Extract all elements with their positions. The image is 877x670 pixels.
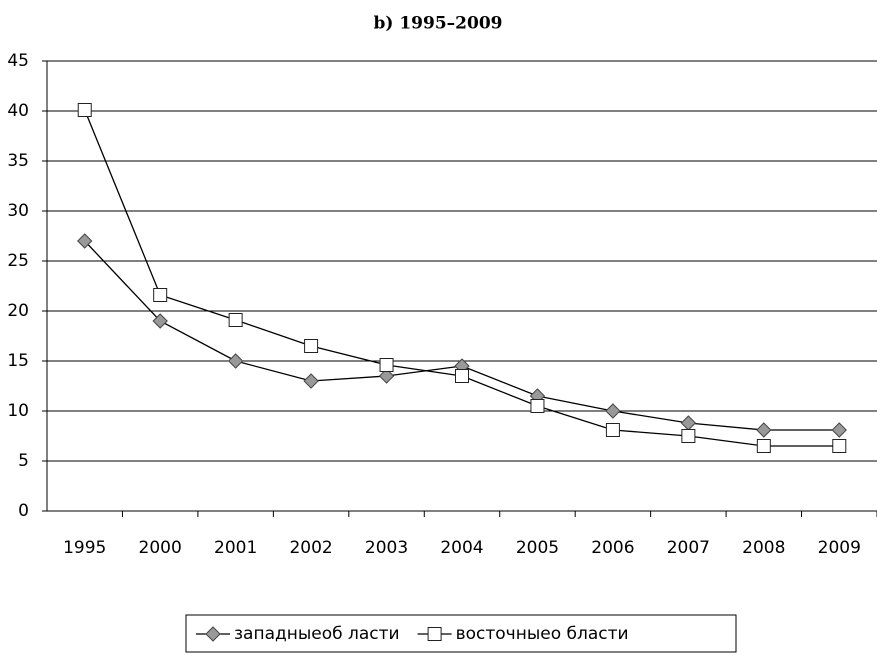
y-tick-label: 40 bbox=[7, 101, 29, 121]
chart-title: b) 1995–2009 bbox=[374, 14, 503, 34]
y-tick-label: 15 bbox=[7, 351, 29, 371]
y-tick-label: 25 bbox=[7, 251, 29, 271]
series-line bbox=[84, 240, 840, 431]
marker bbox=[756, 439, 771, 453]
legend: западныеоб ласти восточныео бласти bbox=[185, 614, 737, 653]
marker bbox=[680, 415, 697, 431]
marker bbox=[530, 399, 545, 413]
marker bbox=[455, 369, 469, 383]
x-tick-label: 2001 bbox=[214, 538, 257, 558]
marker bbox=[832, 439, 847, 453]
marker bbox=[205, 626, 221, 642]
marker bbox=[228, 313, 243, 327]
legend-box bbox=[185, 614, 737, 653]
marker bbox=[427, 627, 442, 641]
marker bbox=[605, 423, 620, 437]
x-tick-label: 1995 bbox=[63, 538, 106, 558]
x-tick-label: 2002 bbox=[289, 538, 332, 558]
marker bbox=[605, 403, 621, 419]
marker bbox=[378, 368, 395, 384]
y-tick-label: 45 bbox=[7, 51, 29, 71]
marker bbox=[304, 339, 319, 353]
marker bbox=[756, 422, 772, 438]
marker bbox=[77, 233, 93, 249]
y-tick-label: 35 bbox=[7, 151, 29, 171]
marker bbox=[831, 422, 847, 438]
x-tick-label: 2005 bbox=[516, 538, 559, 558]
y-tick-label: 10 bbox=[7, 401, 29, 421]
legend-label: восточныео бласти bbox=[456, 624, 629, 644]
x-tick-label: 2009 bbox=[818, 538, 861, 558]
x-tick-label: 2006 bbox=[591, 538, 634, 558]
x-tick-label: 2003 bbox=[365, 538, 408, 558]
marker bbox=[152, 313, 168, 329]
x-tick-label: 2008 bbox=[742, 538, 785, 558]
marker bbox=[77, 103, 92, 117]
marker bbox=[153, 288, 168, 302]
y-tick-label: 0 bbox=[18, 501, 29, 521]
marker bbox=[303, 373, 319, 389]
x-tick-label: 2004 bbox=[440, 538, 483, 558]
y-tick-label: 20 bbox=[7, 301, 29, 321]
x-tick-label: 2000 bbox=[139, 538, 182, 558]
marker bbox=[379, 358, 394, 372]
x-tick-label: 2007 bbox=[667, 538, 710, 558]
marker bbox=[227, 353, 244, 369]
legend-label: западныеоб ласти bbox=[234, 624, 400, 644]
series-line bbox=[84, 109, 840, 447]
y-tick-label: 30 bbox=[7, 201, 29, 221]
y-tick-label: 5 bbox=[18, 451, 29, 471]
marker bbox=[681, 429, 696, 443]
